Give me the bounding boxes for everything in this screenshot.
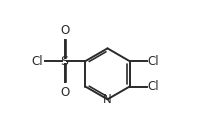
Text: Cl: Cl: [148, 80, 159, 93]
Text: Cl: Cl: [31, 55, 43, 68]
Text: N: N: [103, 93, 112, 107]
Text: O: O: [60, 23, 69, 37]
Text: O: O: [60, 86, 69, 99]
Text: S: S: [61, 55, 69, 68]
Text: Cl: Cl: [148, 55, 159, 68]
